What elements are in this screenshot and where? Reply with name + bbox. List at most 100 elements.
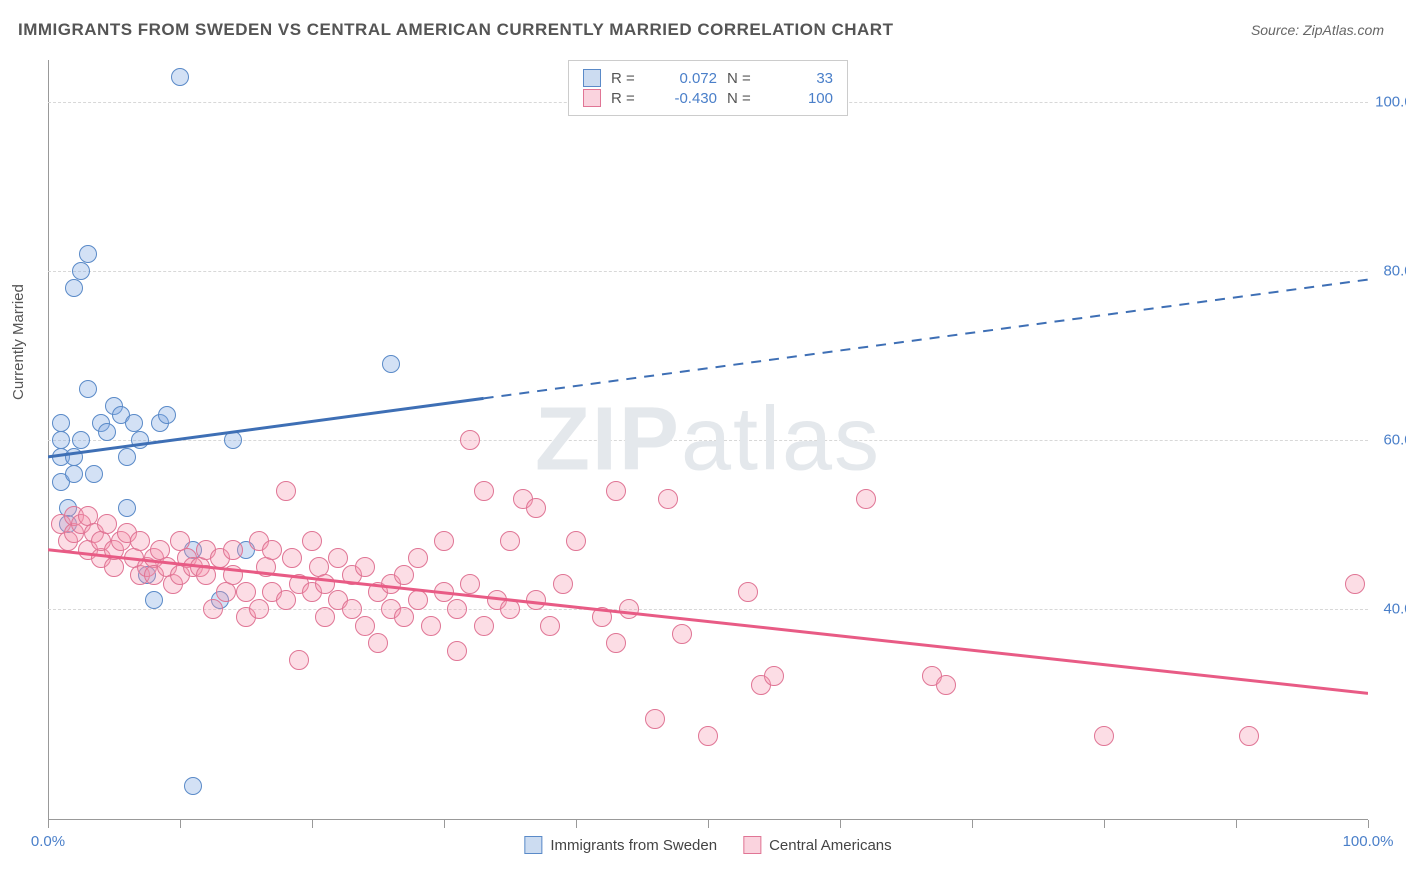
data-point	[65, 465, 83, 483]
data-point	[553, 574, 573, 594]
r-value-pink: -0.430	[655, 90, 717, 107]
data-point	[315, 607, 335, 627]
data-point	[566, 531, 586, 551]
data-point	[79, 380, 97, 398]
data-point	[249, 599, 269, 619]
legend-row-pink: R = -0.430 N = 100	[583, 89, 833, 107]
r-label: R =	[611, 90, 645, 107]
y-tick-label: 80.0%	[1383, 263, 1406, 280]
x-tick	[444, 820, 445, 828]
x-tick	[312, 820, 313, 828]
data-point	[474, 481, 494, 501]
data-point	[289, 650, 309, 670]
data-point	[65, 279, 83, 297]
data-point	[236, 582, 256, 602]
data-point	[460, 574, 480, 594]
data-point	[342, 599, 362, 619]
x-tick	[180, 820, 181, 828]
data-point	[196, 565, 216, 585]
data-point	[145, 591, 163, 609]
x-tick	[708, 820, 709, 828]
data-point	[408, 548, 428, 568]
data-point	[619, 599, 639, 619]
data-point	[645, 709, 665, 729]
x-tick-label: 0.0%	[31, 833, 65, 850]
data-point	[184, 777, 202, 795]
data-point	[158, 406, 176, 424]
grid-line	[48, 271, 1368, 272]
y-tick-label: 40.0%	[1383, 600, 1406, 617]
data-point	[355, 557, 375, 577]
data-point	[447, 599, 467, 619]
swatch-blue-icon	[583, 69, 601, 87]
data-point	[302, 531, 322, 551]
data-point	[434, 582, 454, 602]
data-point	[606, 481, 626, 501]
series-legend: Immigrants from Sweden Central Americans	[524, 836, 891, 854]
data-point	[282, 548, 302, 568]
data-point	[1239, 726, 1259, 746]
data-point	[526, 498, 546, 518]
data-point	[65, 448, 83, 466]
data-point	[52, 414, 70, 432]
data-point	[276, 481, 296, 501]
data-point	[52, 431, 70, 449]
data-point	[474, 616, 494, 636]
data-point	[1345, 574, 1365, 594]
data-point	[224, 431, 242, 449]
correlation-legend: R = 0.072 N = 33 R = -0.430 N = 100	[568, 60, 848, 116]
data-point	[500, 531, 520, 551]
data-point	[447, 641, 467, 661]
data-point	[262, 540, 282, 560]
y-axis-label: Currently Married	[10, 284, 27, 400]
x-tick	[1104, 820, 1105, 828]
data-point	[276, 590, 296, 610]
x-tick	[1368, 820, 1369, 828]
data-point	[434, 531, 454, 551]
data-point	[328, 548, 348, 568]
legend-item-pink: Central Americans	[743, 836, 892, 854]
data-point	[460, 430, 480, 450]
data-point	[72, 262, 90, 280]
data-point	[394, 607, 414, 627]
n-value-blue: 33	[771, 70, 833, 87]
watermark-bold: ZIP	[535, 390, 681, 490]
data-point	[421, 616, 441, 636]
n-label: N =	[727, 90, 761, 107]
data-point	[764, 666, 784, 686]
data-point	[355, 616, 375, 636]
data-point	[85, 465, 103, 483]
data-point	[672, 624, 692, 644]
data-point	[98, 423, 116, 441]
data-point	[72, 431, 90, 449]
chart-title: IMMIGRANTS FROM SWEDEN VS CENTRAL AMERIC…	[18, 20, 893, 40]
data-point	[1094, 726, 1114, 746]
data-point	[223, 540, 243, 560]
data-point	[606, 633, 626, 653]
data-point	[130, 531, 150, 551]
n-label: N =	[727, 70, 761, 87]
swatch-blue-icon	[524, 836, 542, 854]
data-point	[223, 565, 243, 585]
legend-label-blue: Immigrants from Sweden	[550, 837, 717, 854]
data-point	[382, 355, 400, 373]
swatch-pink-icon	[583, 89, 601, 107]
data-point	[408, 590, 428, 610]
y-tick-label: 100.0%	[1375, 94, 1406, 111]
data-point	[171, 68, 189, 86]
data-point	[368, 633, 388, 653]
data-point	[500, 599, 520, 619]
data-point	[698, 726, 718, 746]
x-tick-label: 100.0%	[1343, 833, 1394, 850]
y-tick-label: 60.0%	[1383, 432, 1406, 449]
data-point	[658, 489, 678, 509]
data-point	[592, 607, 612, 627]
data-point	[131, 431, 149, 449]
swatch-pink-icon	[743, 836, 761, 854]
data-point	[315, 574, 335, 594]
data-point	[125, 414, 143, 432]
x-tick	[1236, 820, 1237, 828]
data-point	[203, 599, 223, 619]
x-tick	[840, 820, 841, 828]
legend-item-blue: Immigrants from Sweden	[524, 836, 717, 854]
